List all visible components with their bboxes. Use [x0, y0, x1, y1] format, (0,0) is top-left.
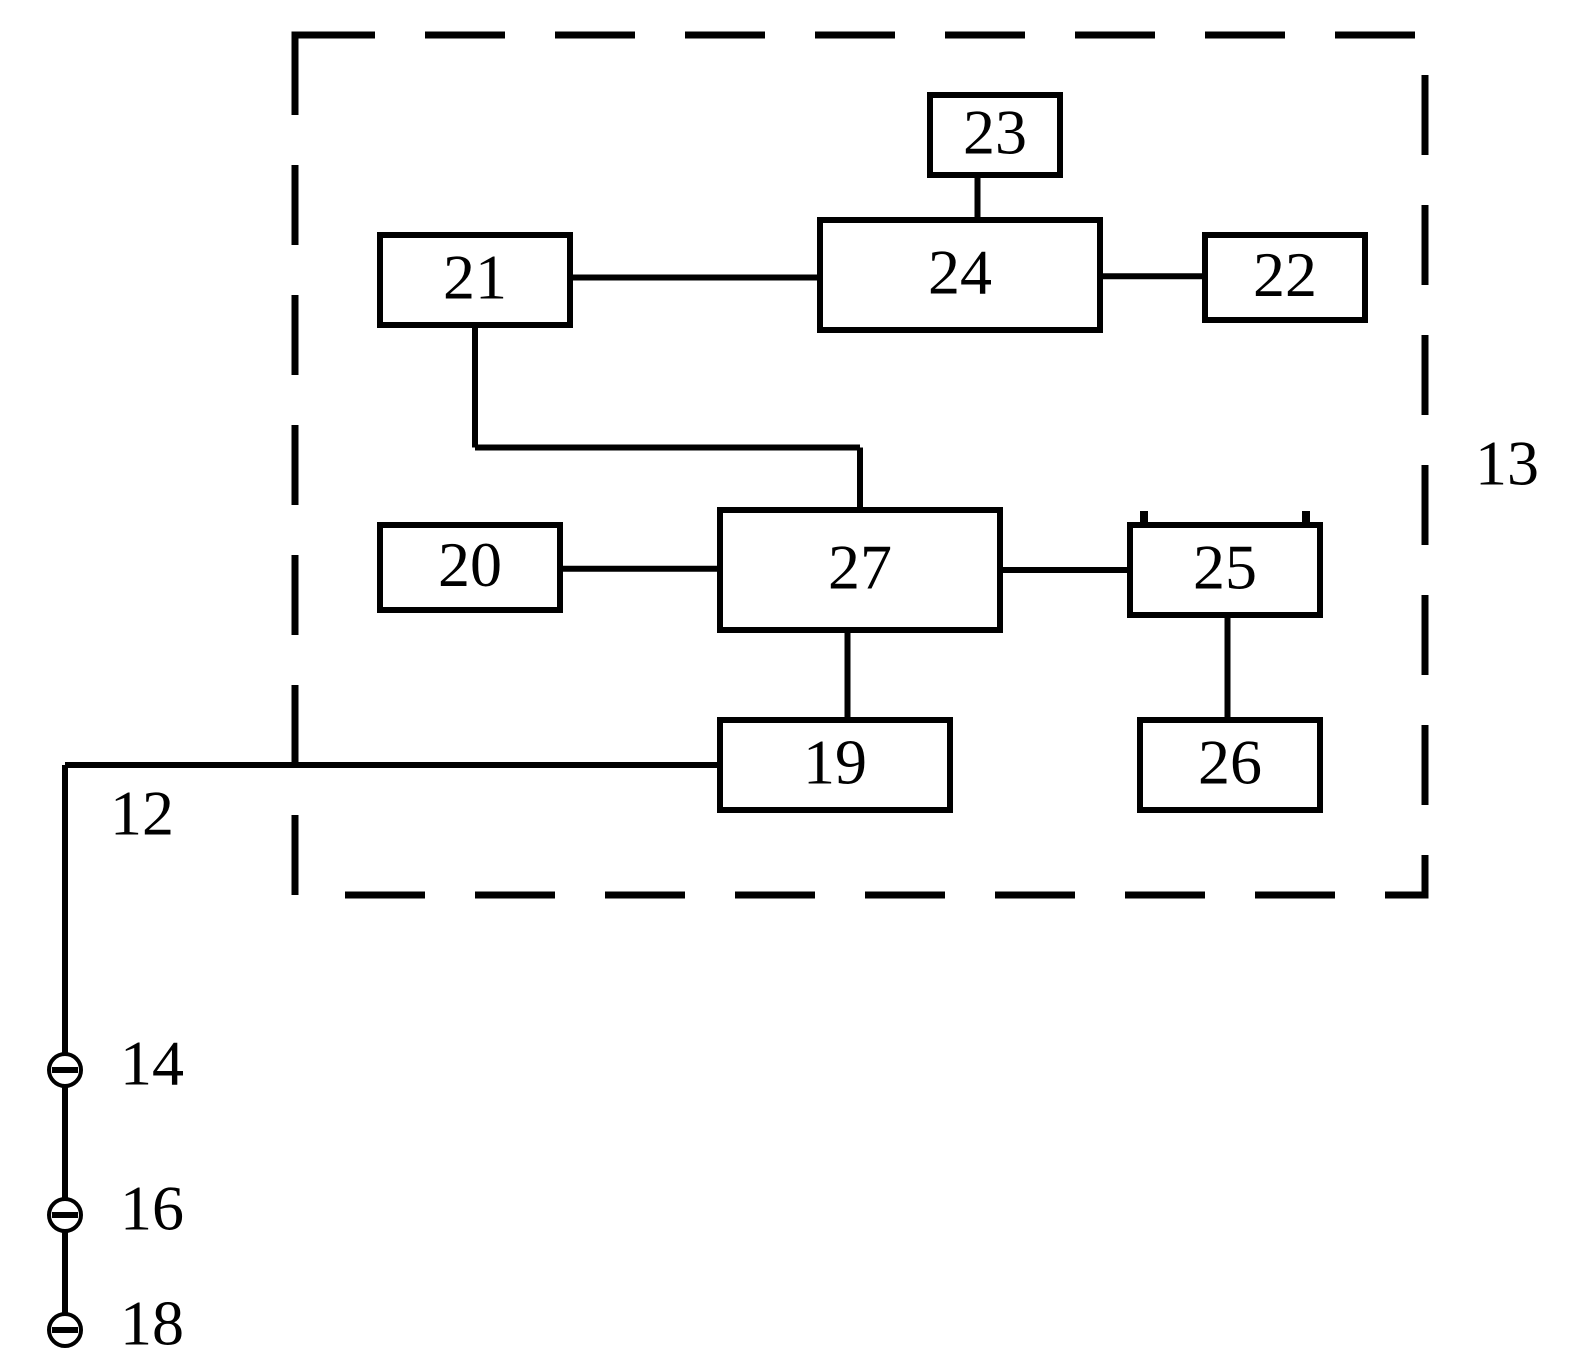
wire-label-12: 12 [110, 778, 174, 849]
block-label-21: 21 [443, 242, 507, 313]
block-label-24: 24 [928, 237, 992, 308]
block-label-25: 25 [1193, 532, 1257, 603]
block-label-26: 26 [1198, 727, 1262, 798]
enclosure-label: 13 [1475, 428, 1539, 499]
wire-node-label-18: 18 [120, 1288, 184, 1351]
block-label-19: 19 [803, 727, 867, 798]
block-label-20: 20 [438, 529, 502, 600]
block-label-23: 23 [963, 97, 1027, 168]
block-label-27: 27 [828, 532, 892, 603]
wire-node-label-16: 16 [120, 1173, 184, 1244]
block-label-22: 22 [1253, 239, 1317, 310]
wire-node-label-14: 14 [120, 1028, 184, 1099]
